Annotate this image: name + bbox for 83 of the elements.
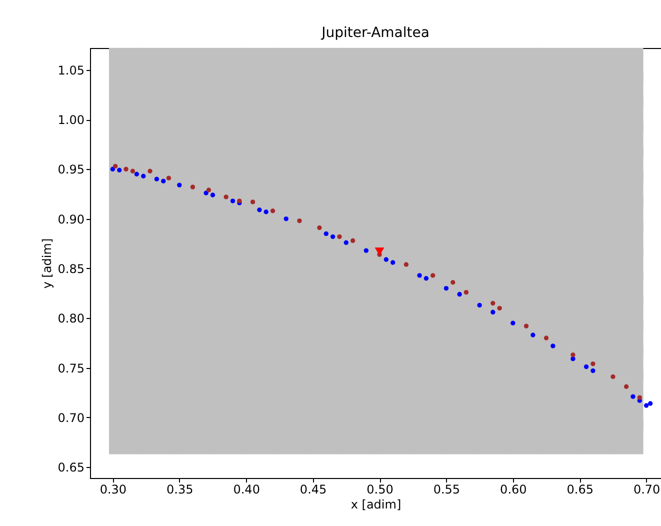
point [430,273,436,278]
point [161,178,166,184]
y-axis-title: y [adim] [40,238,54,289]
point [330,234,336,240]
y-tick-label: 0.90 [58,212,84,226]
point [550,344,556,348]
point [424,276,429,281]
point [570,356,576,362]
point [324,231,328,236]
point [390,260,396,265]
point [510,320,516,326]
point [497,306,502,311]
point [374,247,384,256]
point [317,225,322,230]
point [624,384,629,389]
point [630,394,636,399]
x-axis-title: x [adim] [350,498,402,512]
point [457,292,462,297]
y-tick-label: 0.95 [58,162,84,177]
point [344,240,348,245]
point [590,361,596,366]
point [297,218,302,224]
x-tick-label: 0.45 [300,482,327,496]
y-tick-label: 1.00 [58,113,84,127]
point [206,188,212,192]
point [113,164,118,169]
point [230,198,236,204]
point [110,166,116,172]
point [204,190,208,196]
point [644,403,649,408]
point [210,192,216,198]
point [270,208,276,214]
point [464,290,469,295]
point [417,273,422,278]
x-tick-label: 0.40 [233,482,260,496]
y-tick-label: 0.65 [58,460,84,475]
point [610,374,616,380]
point [637,395,642,400]
point [570,352,576,358]
y-tick-label: 0.80 [58,312,84,326]
y-tick-label: 0.75 [58,361,84,376]
point [350,238,356,243]
point [384,257,389,262]
point [117,168,122,172]
point [264,210,268,214]
x-tick-label: 0.55 [433,482,460,496]
point [337,234,342,240]
point [477,302,482,308]
point [544,336,549,340]
x-tick-label: 0.70 [633,482,660,496]
point [590,368,596,374]
point [530,332,536,338]
point [177,182,182,188]
point [148,168,152,174]
point [190,184,196,190]
y-tick-label: 0.70 [58,410,84,425]
point [224,194,228,200]
point [154,176,160,182]
x-tick-label: 0.60 [500,482,527,496]
point [524,324,529,328]
point [124,166,128,172]
point [490,300,496,306]
y-tick-label: 1.05 [58,63,84,78]
point [450,280,456,285]
point [584,364,589,370]
point [364,248,369,253]
point [404,262,409,267]
point [166,176,172,180]
point [490,310,496,314]
point [444,286,449,291]
point [648,401,653,406]
point [134,172,140,176]
point [284,216,288,222]
chart-title: Jupiter-Amaltea [320,24,430,41]
point [250,200,256,204]
point [130,168,136,174]
x-tick-label: 0.50 [366,482,394,496]
x-tick-label: 0.30 [100,482,127,496]
point [257,208,262,212]
point [141,174,146,178]
y-tick-label: 0.85 [58,262,84,276]
x-tick-label: 0.35 [166,482,194,496]
x-tick-label: 0.65 [566,482,594,496]
